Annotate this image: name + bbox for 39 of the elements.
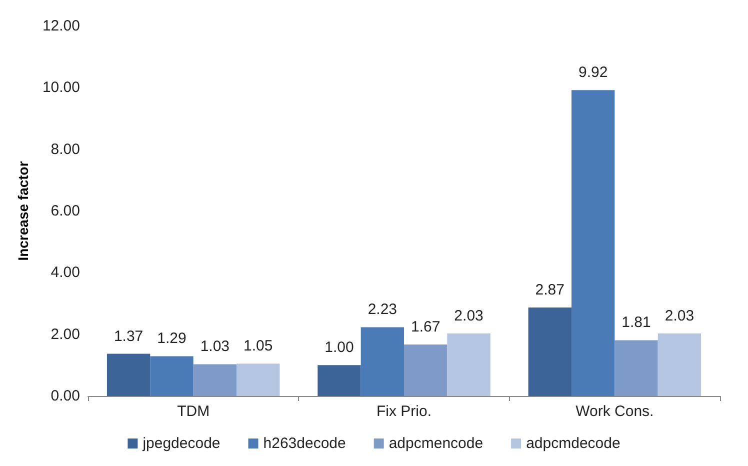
data-label: 1.00 — [324, 339, 354, 356]
data-label: 2.87 — [535, 282, 564, 299]
y-tick-label: 0.00 — [50, 388, 80, 404]
data-label: 1.05 — [244, 338, 273, 355]
x-tick-label: Work Cons. — [576, 403, 654, 420]
y-tick-label: 6.00 — [50, 202, 80, 220]
data-label: 2.03 — [664, 307, 694, 324]
data-label: 1.03 — [200, 338, 230, 356]
data-label: 1.37 — [114, 328, 144, 345]
x-tick-label: TDM — [177, 403, 210, 420]
legend-label: jpegdecode — [142, 435, 220, 452]
legend-label: h263decode — [263, 435, 346, 452]
y-tick-label: 12.00 — [42, 18, 80, 34]
data-label: 1.67 — [410, 318, 440, 336]
bar — [360, 327, 404, 396]
bar — [614, 340, 658, 396]
legend-label: adpcmencode — [388, 435, 484, 452]
data-label: 9.92 — [578, 64, 608, 82]
bar — [404, 344, 448, 396]
bar — [193, 364, 237, 396]
bar — [106, 354, 150, 396]
y-axis-title: Increase factor — [15, 160, 31, 261]
bar — [447, 333, 490, 396]
bar — [658, 333, 702, 396]
data-label: 2.03 — [454, 307, 484, 324]
legend-label: adpcmdecode — [526, 435, 620, 452]
data-label: 1.29 — [157, 330, 186, 348]
bar — [236, 364, 280, 396]
y-tick-label: 4.00 — [50, 264, 80, 282]
y-tick-label: 10.00 — [42, 79, 80, 96]
bar — [150, 356, 194, 396]
y-tick-label: 2.00 — [50, 326, 80, 343]
bar — [571, 90, 615, 396]
bar — [528, 308, 572, 396]
y-tick-label: 8.00 — [50, 140, 80, 158]
bar — [318, 365, 361, 396]
x-tick-label: Fix Prio. — [376, 403, 432, 420]
data-label: 1.81 — [622, 314, 651, 332]
data-label: 2.23 — [368, 301, 398, 318]
